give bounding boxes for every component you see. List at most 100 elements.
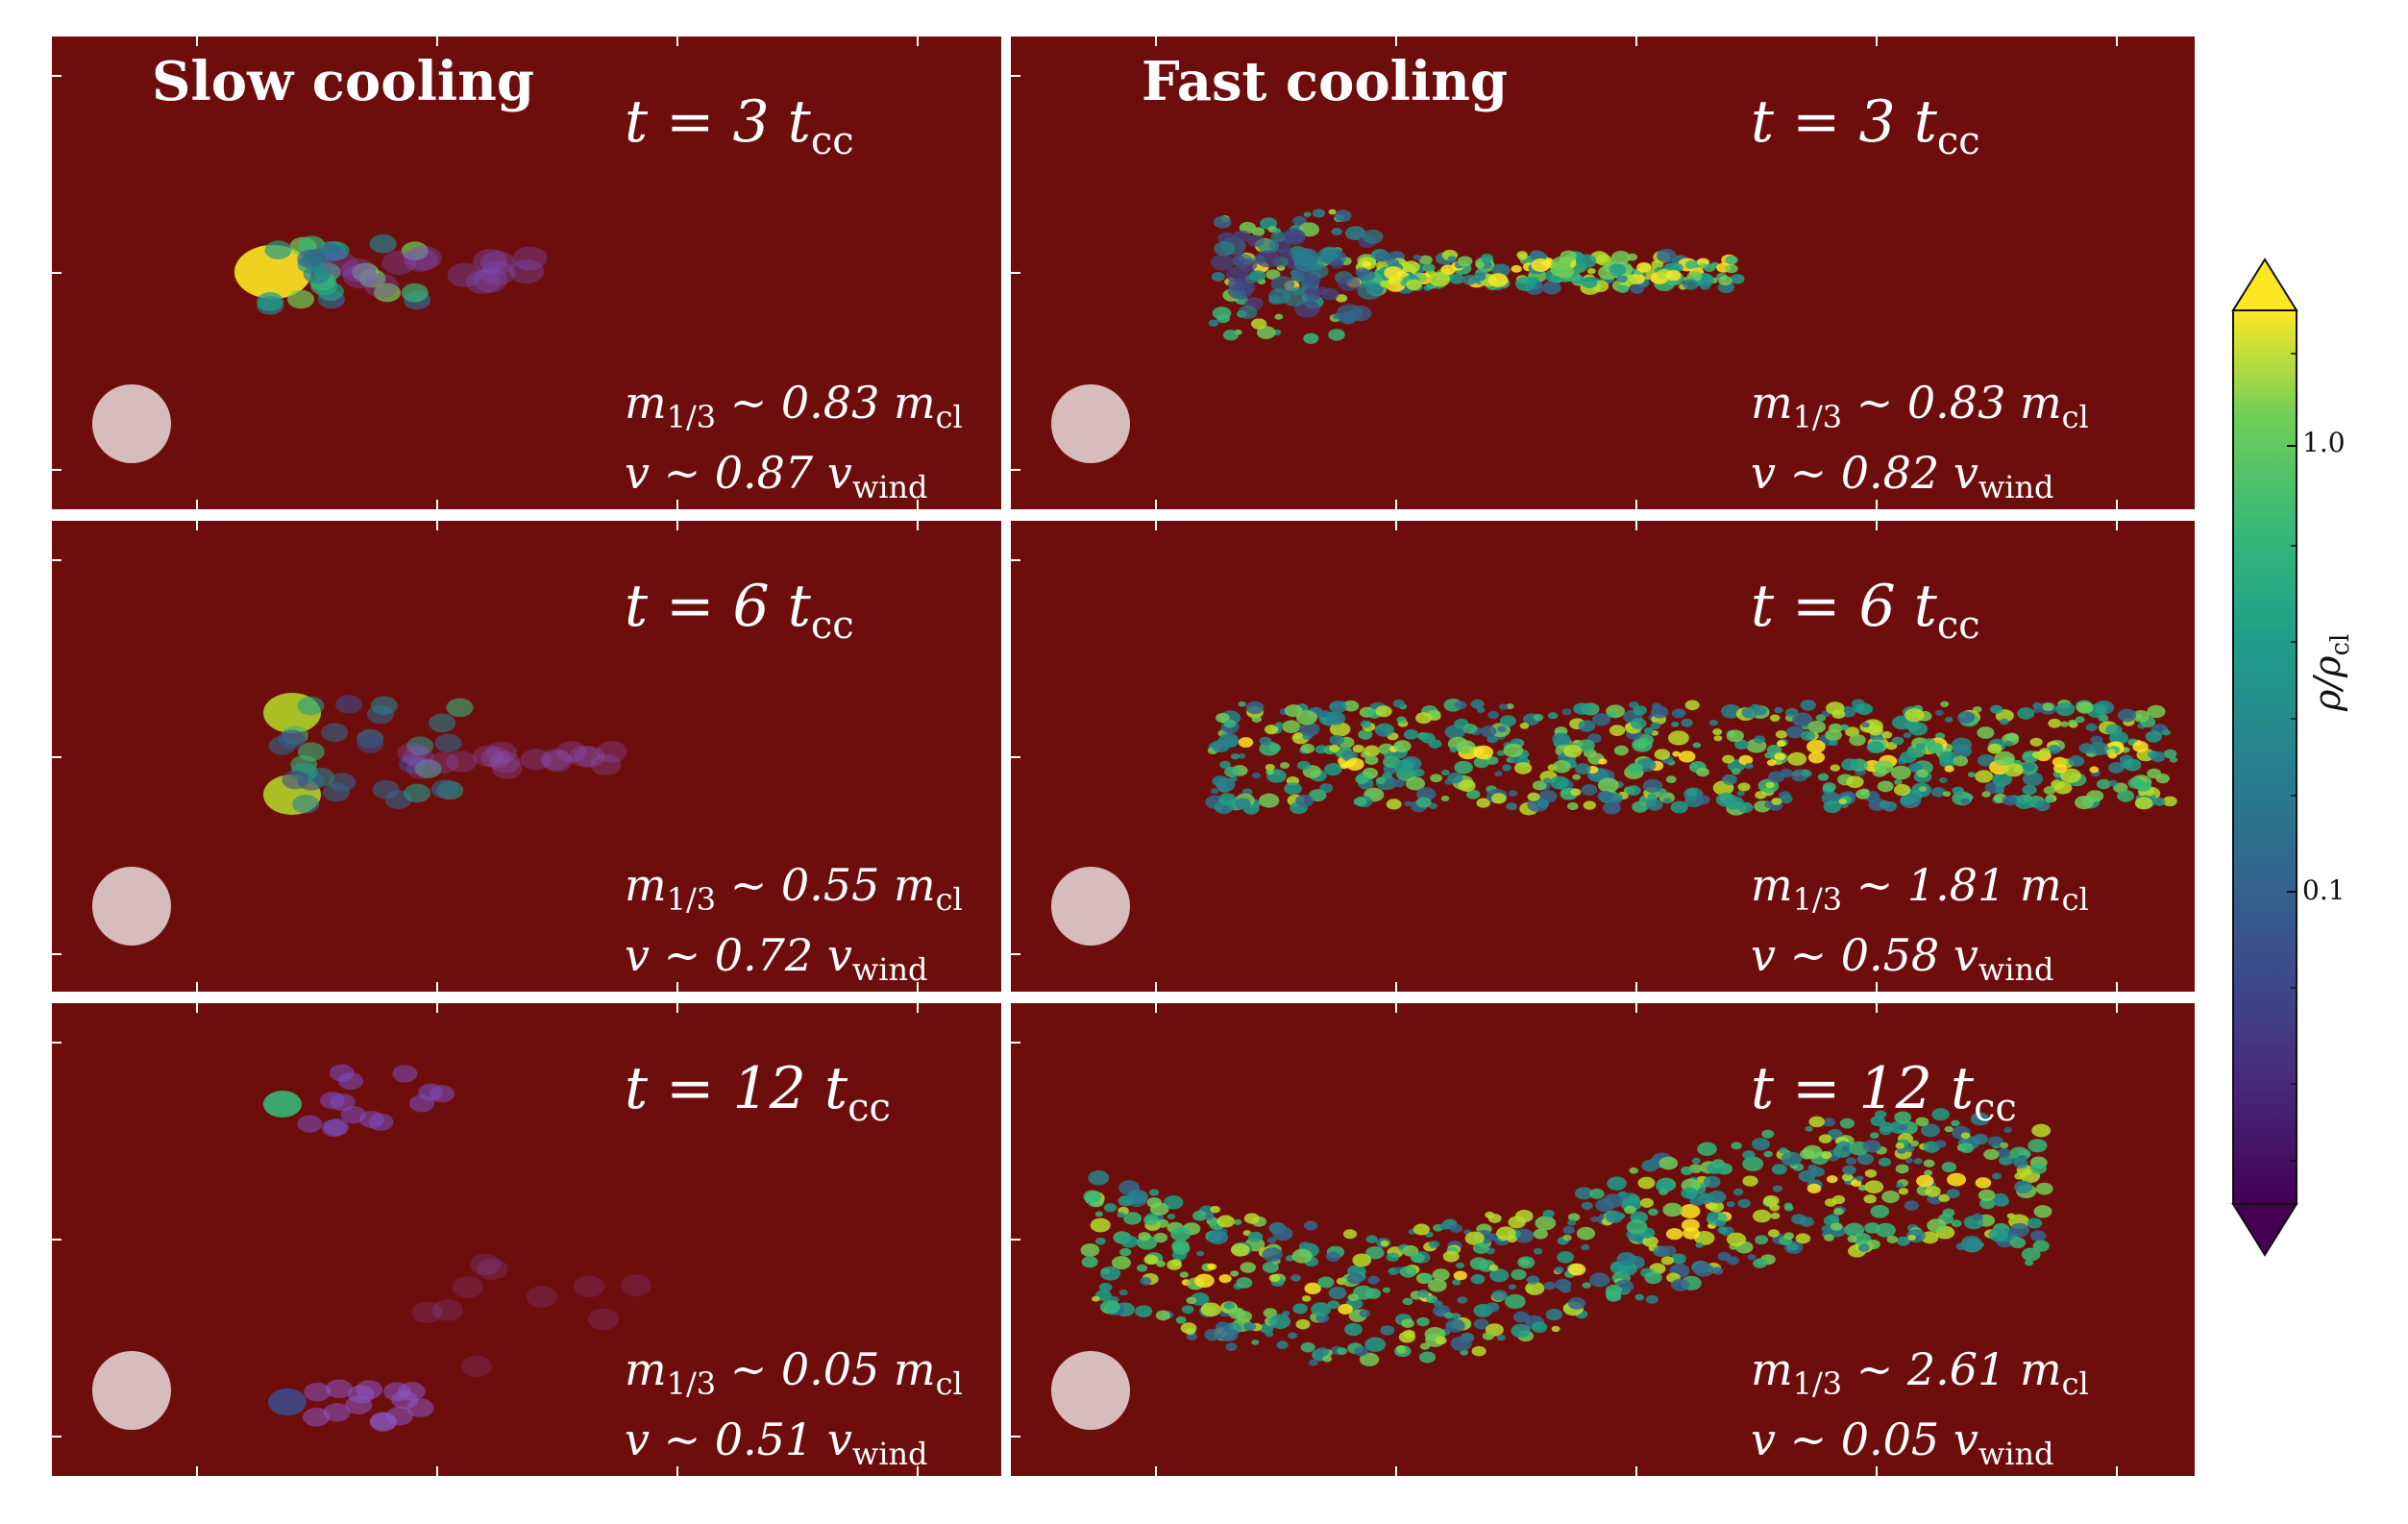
turbulent-gas — [1364, 755, 1379, 765]
cloud-core — [1319, 249, 1339, 262]
turbulent-gas — [1508, 1284, 1517, 1290]
axis-tick — [1011, 756, 1020, 758]
turbulent-gas — [1155, 1310, 1171, 1321]
axis-tick — [196, 982, 198, 992]
turbulent-gas — [1697, 1142, 1717, 1156]
turbulent-gas — [1575, 254, 1597, 269]
turbulent-gas — [1923, 1159, 1935, 1168]
turbulent-gas — [2014, 794, 2035, 809]
density-map — [263, 693, 627, 815]
turbulent-gas — [1726, 1201, 1735, 1208]
turbulent-gas — [1645, 1294, 1659, 1304]
turbulent-gas — [1799, 1217, 1814, 1227]
turbulent-gas — [1909, 1140, 1920, 1147]
turbulent-gas — [1480, 725, 1497, 738]
turbulent-gas — [1718, 276, 1732, 286]
turbulent-gas — [1717, 1251, 1732, 1262]
axis-tick — [52, 559, 61, 561]
wisp — [383, 1382, 411, 1402]
cloud-core — [1214, 241, 1236, 257]
turbulent-gas — [1866, 741, 1885, 754]
turbulent-gas — [1681, 1218, 1700, 1232]
turbulent-gas — [1207, 1263, 1217, 1270]
cloud-fragment — [401, 241, 429, 261]
turbulent-gas — [1551, 257, 1571, 271]
turbulent-gas — [1204, 1329, 1221, 1341]
cloud-fragment — [372, 779, 400, 799]
turbulent-gas — [1311, 1302, 1332, 1316]
turbulent-gas — [1665, 270, 1682, 282]
turbulent-gas — [1844, 1222, 1865, 1238]
panel-slow-t3: t = 3 tcc m1/3 ~ 0.83 mcl v ~ 0.87 vwind — [52, 37, 1001, 509]
turbulent-gas — [1881, 1191, 1900, 1204]
turbulent-gas — [1938, 1193, 1951, 1202]
turbulent-gas — [1308, 1359, 1318, 1366]
cloud-fragment — [303, 264, 331, 284]
turbulent-gas — [1291, 1248, 1313, 1264]
turbulent-gas — [1292, 1303, 1308, 1315]
initial-cloud-marker — [92, 1351, 171, 1430]
turbulent-gas — [1769, 1203, 1781, 1212]
faint-debris — [477, 1258, 508, 1280]
turbulent-gas — [1299, 722, 1320, 737]
turbulent-gas — [1080, 1243, 1100, 1257]
turbulent-gas — [2029, 1230, 2047, 1241]
axis-tick — [436, 521, 438, 530]
turbulent-gas — [2009, 1237, 2027, 1249]
cloud-tail — [381, 250, 417, 276]
turbulent-gas — [1303, 332, 1319, 344]
turbulent-gas — [1603, 1193, 1624, 1208]
turbulent-gas — [1607, 1176, 1627, 1191]
turbulent-gas — [1447, 256, 1457, 263]
turbulent-gas — [1360, 720, 1372, 728]
turbulent-gas — [1633, 705, 1647, 716]
axis-tick — [1395, 982, 1397, 992]
axis-tick — [1011, 953, 1020, 955]
turbulent-gas — [1975, 770, 1994, 783]
turbulent-gas — [1561, 708, 1572, 716]
turbulent-gas — [1094, 1211, 1103, 1217]
turbulent-gas — [1774, 752, 1786, 761]
turbulent-gas — [1547, 712, 1559, 720]
turbulent-gas — [1328, 209, 1337, 215]
turbulent-gas — [1693, 1263, 1714, 1277]
turbulent-gas — [1355, 774, 1369, 784]
turbulent-gas — [1670, 800, 1688, 814]
turbulent-gas — [1925, 1186, 1941, 1197]
turbulent-gas — [1703, 1175, 1721, 1189]
cloud-core — [1291, 248, 1317, 266]
turbulent-gas — [1511, 264, 1522, 273]
turbulent-gas — [1776, 740, 1786, 748]
turbulent-gas — [1179, 1271, 1189, 1278]
axis-tick — [1635, 37, 1637, 46]
turbulent-gas — [1148, 1189, 1160, 1196]
turbulent-gas — [1994, 750, 2015, 767]
turbulent-gas — [1597, 790, 1613, 802]
turbulent-gas — [1274, 313, 1284, 320]
cloud-core — [1330, 258, 1344, 269]
axis-tick — [436, 500, 438, 509]
turbulent-gas — [1997, 1147, 2011, 1158]
axis-tick — [1011, 1436, 1020, 1438]
cloud-fragment — [429, 713, 456, 733]
turbulent-gas — [1342, 1229, 1358, 1240]
cloud-fragment — [317, 243, 345, 262]
velocity-readout: v ~ 0.87 vwind — [625, 447, 928, 506]
turbulent-gas — [2033, 1205, 2052, 1218]
turbulent-gas — [1904, 1200, 1919, 1211]
turbulent-gas — [1083, 1190, 1102, 1203]
turbulent-gas — [1875, 1222, 1896, 1238]
wisp — [323, 1403, 351, 1422]
turbulent-gas — [1629, 1167, 1639, 1174]
cloud-tail — [512, 246, 548, 271]
initial-cloud-marker — [92, 867, 171, 946]
turbulent-gas — [1469, 1257, 1488, 1270]
turbulent-gas — [1153, 1232, 1168, 1243]
turbulent-gas — [1517, 1256, 1536, 1269]
turbulent-gas — [1265, 1331, 1274, 1338]
turbulent-gas — [1196, 1250, 1205, 1257]
turbulent-gas — [1626, 785, 1641, 797]
axis-tick — [52, 1239, 61, 1241]
cloud-core — [1244, 274, 1259, 284]
faint-debris — [574, 1275, 605, 1297]
